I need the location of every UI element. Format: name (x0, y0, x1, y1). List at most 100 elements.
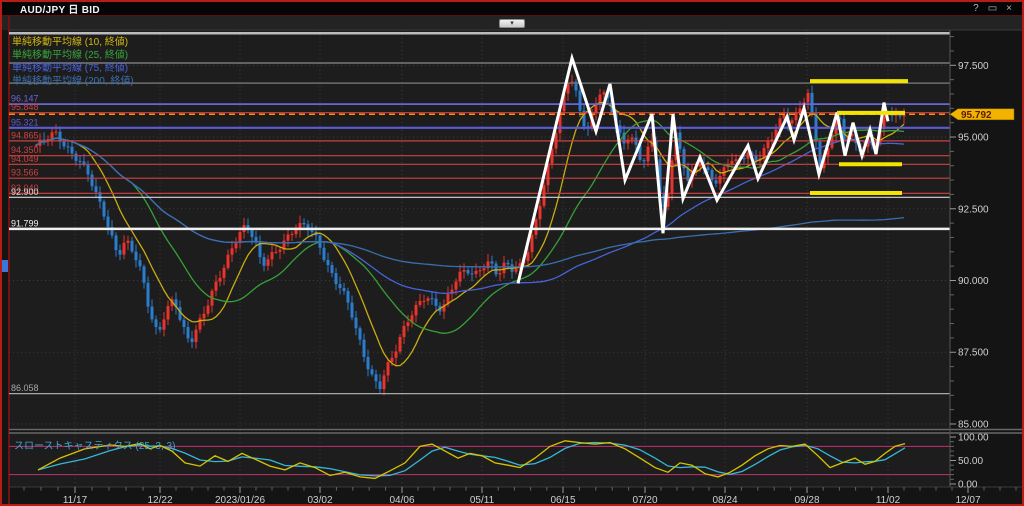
candle-body (158, 326, 162, 330)
candle-body (266, 259, 270, 266)
toolbar-collapse-button[interactable]: ▾ (499, 18, 525, 28)
candle-body (342, 288, 346, 292)
close-button[interactable]: × (1006, 3, 1012, 14)
candle-body (494, 263, 498, 275)
candle-body (354, 317, 358, 329)
stochastic-indicator-label[interactable]: スローストキャスティクス (25, 3, 3) (14, 441, 176, 452)
legend-item-sma10[interactable]: 単純移動平均線 (10, 終値) (12, 37, 129, 48)
candle-body (842, 118, 846, 141)
candle-body (630, 137, 634, 140)
candle-body (778, 118, 782, 130)
candle-body (422, 300, 426, 302)
candle-body (426, 298, 430, 301)
legend-item-sma200[interactable]: 単純移動平均線 (200, 終値) (12, 76, 134, 87)
candle-body (54, 131, 58, 133)
candle-body (406, 322, 410, 327)
price-level-label: 96.147 (11, 94, 39, 104)
candle-body (74, 153, 78, 161)
time-axis[interactable] (9, 487, 1022, 504)
candle-body (206, 305, 210, 314)
candle-body (362, 339, 366, 357)
candle-body (646, 146, 650, 162)
time-axis-label: 12/22 (147, 495, 172, 506)
price-axis-label: 87.500 (958, 348, 989, 359)
price-axis-label: 90.000 (958, 276, 989, 287)
candle-body (250, 229, 254, 238)
candle-body (582, 110, 586, 127)
candle-body (798, 108, 802, 114)
stoch-k-line (37, 440, 906, 480)
candle-body (150, 306, 154, 320)
candle-body (502, 262, 506, 274)
candle-body (322, 247, 326, 260)
candle-body (226, 254, 230, 268)
price-axis-label: 97.500 (958, 61, 989, 72)
candle-body (570, 81, 574, 83)
candle-body (178, 307, 182, 320)
legend-item-sma75[interactable]: 単純移動平均線 (75, 終値) (12, 63, 129, 74)
candle-body (414, 304, 418, 316)
help-button[interactable]: ? (973, 3, 979, 14)
candle-body (782, 114, 786, 119)
candle-body (66, 146, 70, 148)
candle-body (398, 336, 402, 352)
time-axis-label: 08/24 (712, 495, 737, 506)
candle-body (826, 147, 830, 157)
candle-body (162, 319, 166, 330)
titlebar: AUD/JPY 日 BID ? ▭ × (2, 2, 1022, 16)
maximize-button[interactable]: ▭ (987, 3, 998, 14)
candle-body (290, 234, 294, 236)
time-axis-label: 12/07 (955, 495, 980, 506)
price-level-label: 93.040 (11, 183, 39, 193)
left-plot-border (8, 16, 10, 504)
candle-body (134, 251, 138, 261)
candle-body (310, 230, 314, 232)
legend-item-sma25[interactable]: 単純移動平均線 (25, 終値) (12, 50, 129, 61)
candle-body (578, 90, 582, 111)
candle-body (126, 240, 130, 243)
indicator-legend: 単純移動平均線 (10, 終値) 単純移動平均線 (25, 終値) 単純移動平均… (12, 36, 134, 88)
left-side-strip (2, 30, 8, 504)
candle-body (470, 273, 474, 275)
candle-body (434, 298, 438, 306)
sma-10-line (35, 101, 905, 367)
candle-body (562, 93, 566, 112)
candle-body (286, 234, 290, 241)
price-level-label: 95.321 (11, 117, 39, 127)
candle-body (698, 164, 702, 167)
price-axis[interactable] (950, 30, 1022, 487)
candle-body (238, 232, 242, 243)
candle-body (110, 227, 114, 236)
candle-body (822, 156, 826, 169)
candle-body (838, 118, 842, 120)
stoch-panel-background[interactable] (9, 434, 950, 487)
candle-body (234, 242, 238, 249)
time-axis-label: 11/17 (63, 495, 88, 506)
candle-body (686, 168, 690, 181)
svg-text:95.792: 95.792 (961, 110, 992, 121)
time-axis-label: 04/06 (389, 495, 414, 506)
candle-body (482, 268, 486, 271)
candle-body (154, 319, 158, 327)
candle-body (462, 269, 466, 272)
stoch-axis-label: 50.00 (958, 456, 983, 467)
candle-body (850, 133, 854, 136)
candle-body (706, 167, 710, 171)
candle-body (194, 329, 198, 343)
candle-body (370, 369, 374, 375)
candle-body (518, 263, 522, 269)
candle-body (374, 374, 378, 382)
trend-zigzag-annotation[interactable] (516, 52, 890, 284)
candle-body (730, 160, 734, 164)
candle-body (366, 356, 370, 370)
price-axis-label: 95.000 (958, 133, 989, 144)
left-strip-handle[interactable] (2, 260, 8, 272)
candle-body (762, 148, 766, 159)
candle-body (402, 326, 406, 337)
candle-body (274, 251, 278, 253)
candle-body (894, 114, 898, 116)
candle-body (546, 163, 550, 186)
candle-body (198, 318, 202, 330)
candle-body (474, 270, 478, 274)
